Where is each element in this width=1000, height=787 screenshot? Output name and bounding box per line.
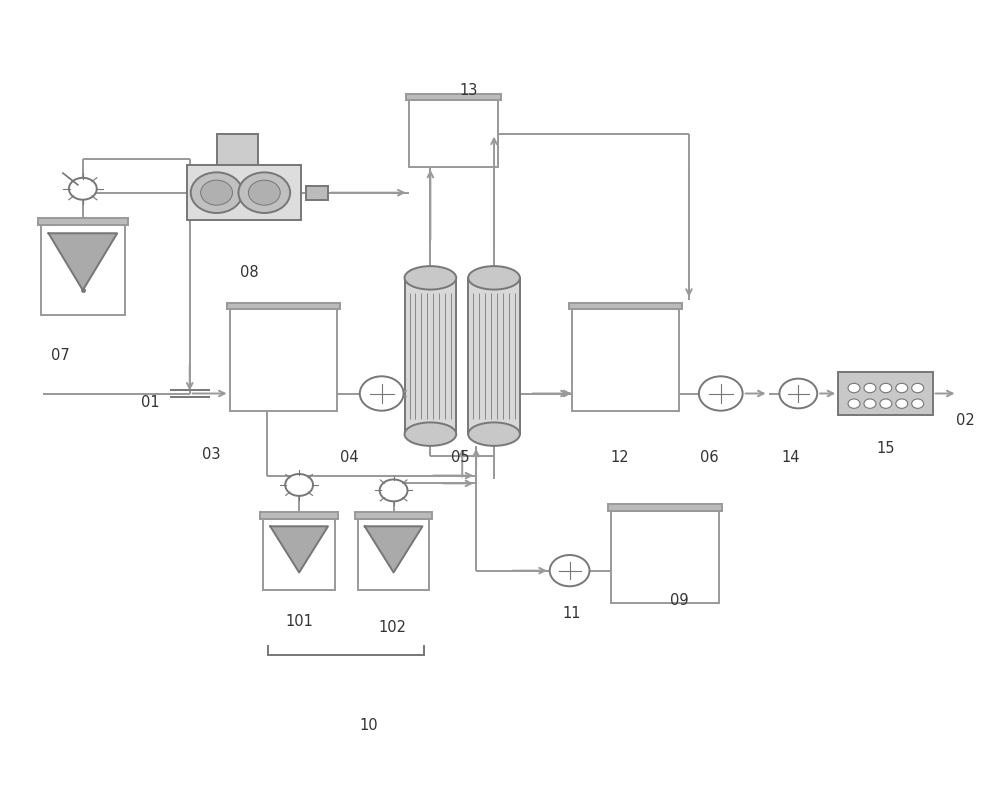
Ellipse shape xyxy=(468,423,520,446)
Ellipse shape xyxy=(912,399,924,408)
Ellipse shape xyxy=(896,399,908,408)
Circle shape xyxy=(779,379,817,408)
Text: 13: 13 xyxy=(459,83,477,98)
Circle shape xyxy=(69,178,97,200)
Circle shape xyxy=(191,172,242,213)
Text: 12: 12 xyxy=(610,450,629,465)
Bar xyxy=(187,165,301,220)
Text: 10: 10 xyxy=(359,718,378,733)
Text: 11: 11 xyxy=(562,606,581,622)
Text: 08: 08 xyxy=(240,265,259,280)
Ellipse shape xyxy=(468,266,520,290)
Bar xyxy=(838,371,933,415)
Text: 03: 03 xyxy=(202,447,221,462)
Text: 102: 102 xyxy=(379,620,407,635)
Text: 09: 09 xyxy=(670,593,688,608)
Circle shape xyxy=(201,180,232,205)
Circle shape xyxy=(380,479,408,501)
Ellipse shape xyxy=(405,266,456,290)
Bar xyxy=(263,519,335,590)
Bar xyxy=(217,134,258,165)
Ellipse shape xyxy=(848,399,860,408)
Polygon shape xyxy=(270,527,328,572)
Ellipse shape xyxy=(864,399,876,408)
Bar xyxy=(406,94,501,101)
Circle shape xyxy=(699,376,743,411)
Text: 02: 02 xyxy=(956,413,975,428)
Ellipse shape xyxy=(880,399,892,408)
Bar xyxy=(41,226,125,316)
Circle shape xyxy=(360,376,404,411)
Bar xyxy=(608,504,722,511)
Ellipse shape xyxy=(880,383,892,393)
Bar xyxy=(230,309,337,411)
Text: 04: 04 xyxy=(340,450,358,465)
Bar xyxy=(358,519,429,590)
Bar xyxy=(355,512,432,519)
Polygon shape xyxy=(49,233,117,290)
Bar xyxy=(227,303,340,309)
Ellipse shape xyxy=(896,383,908,393)
Bar xyxy=(38,219,128,226)
Text: 14: 14 xyxy=(781,450,800,465)
Ellipse shape xyxy=(405,423,456,446)
Ellipse shape xyxy=(912,383,924,393)
Bar xyxy=(260,512,338,519)
Bar xyxy=(405,278,456,434)
Bar xyxy=(569,303,682,309)
Bar xyxy=(306,186,328,200)
Bar xyxy=(468,278,520,434)
Circle shape xyxy=(550,555,590,586)
Polygon shape xyxy=(365,527,422,572)
Circle shape xyxy=(238,172,290,213)
Text: 15: 15 xyxy=(877,441,895,456)
Text: 01: 01 xyxy=(141,395,159,410)
Bar xyxy=(611,511,719,603)
Bar xyxy=(572,309,679,411)
Text: 101: 101 xyxy=(285,614,313,629)
Text: 05: 05 xyxy=(451,450,470,465)
Bar xyxy=(409,101,498,167)
Text: 07: 07 xyxy=(51,349,70,364)
Circle shape xyxy=(285,474,313,496)
Text: 06: 06 xyxy=(700,450,718,465)
Ellipse shape xyxy=(864,383,876,393)
Ellipse shape xyxy=(848,383,860,393)
Circle shape xyxy=(248,180,280,205)
